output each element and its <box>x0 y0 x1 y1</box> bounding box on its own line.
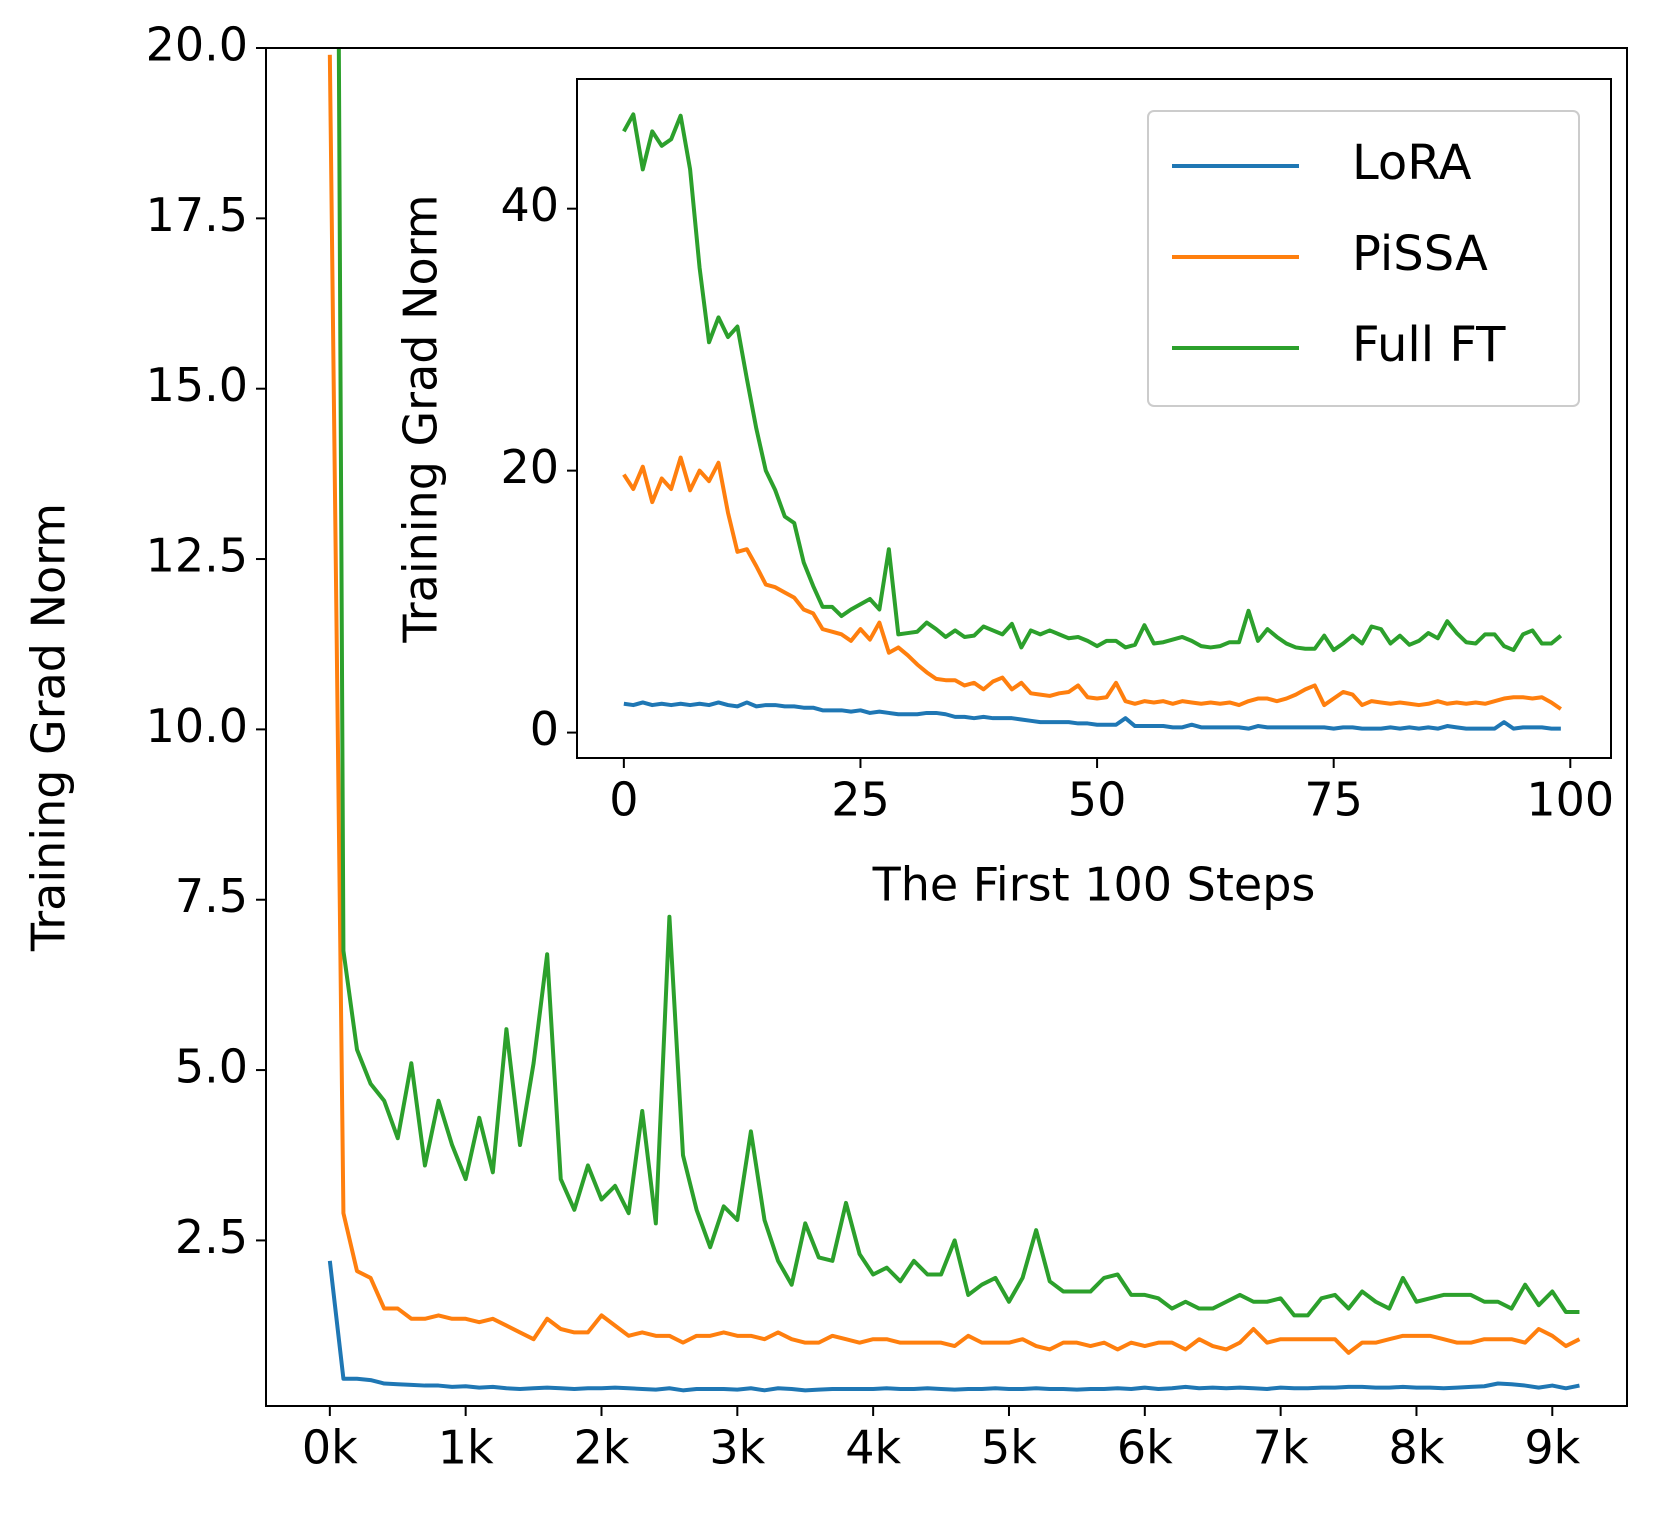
x-tick-label: 7k <box>1253 1421 1309 1475</box>
y-tick-label: 12.5 <box>146 529 248 583</box>
x-tick-label: 4k <box>845 1421 901 1475</box>
series-line <box>622 112 1563 653</box>
series-group <box>327 48 1581 1393</box>
y-tick-label: 15.0 <box>146 358 248 412</box>
legend-label: PiSSA <box>1352 226 1488 282</box>
y-tick-label: 0 <box>530 702 559 756</box>
y-tick-label: 10.0 <box>146 699 248 753</box>
x-tick-label: 50 <box>1068 773 1127 827</box>
y-tick-label: 20.0 <box>146 18 248 72</box>
x-tick-label: 9k <box>1524 1421 1580 1475</box>
x-tick-label: 3k <box>709 1421 765 1475</box>
series-line <box>336 48 1580 1318</box>
y-axis-label: Training Grad Norm <box>22 503 76 952</box>
x-axis-label: The First 100 Steps <box>872 858 1316 912</box>
x-tick-label: 0 <box>609 773 638 827</box>
plot-frame <box>265 47 1628 1407</box>
x-tick-label: 25 <box>831 773 890 827</box>
x-tick-label: 8k <box>1389 1421 1445 1475</box>
y-axis-label: Training Grad Norm <box>394 194 448 643</box>
x-tick-label: 0k <box>302 1421 358 1475</box>
x-tick-label: 1k <box>438 1421 494 1475</box>
legend-label: LoRA <box>1352 135 1472 191</box>
x-tick-label: 75 <box>1304 773 1363 827</box>
series-line <box>327 54 1581 1355</box>
x-tick-label: 5k <box>981 1421 1037 1475</box>
series-line <box>327 1260 1580 1393</box>
inset-plot: 0 20 40 0 25 50 75 100 Training Grad Norm The Fir… <box>394 78 1614 912</box>
y-tick-label: 20 <box>500 440 559 494</box>
y-tick-label: 2.5 <box>175 1210 248 1264</box>
legend-label: Full FT <box>1352 317 1506 373</box>
y-tick-label: 40 <box>500 178 559 232</box>
legend-box <box>1147 110 1580 407</box>
x-tick-label: 6k <box>1117 1421 1173 1475</box>
legend: LoRA PiSSA Full FT <box>1147 110 1580 407</box>
y-tick-label: 17.5 <box>146 188 248 242</box>
y-tick-label: 7.5 <box>175 869 248 923</box>
x-tick-label: 100 <box>1526 773 1614 827</box>
series-line <box>622 455 1562 711</box>
series-line <box>623 700 1561 731</box>
plot-frame <box>576 78 1612 759</box>
x-tick-label: 2k <box>574 1421 630 1475</box>
y-tick-label: 5.0 <box>175 1040 248 1094</box>
series-group <box>622 112 1563 731</box>
